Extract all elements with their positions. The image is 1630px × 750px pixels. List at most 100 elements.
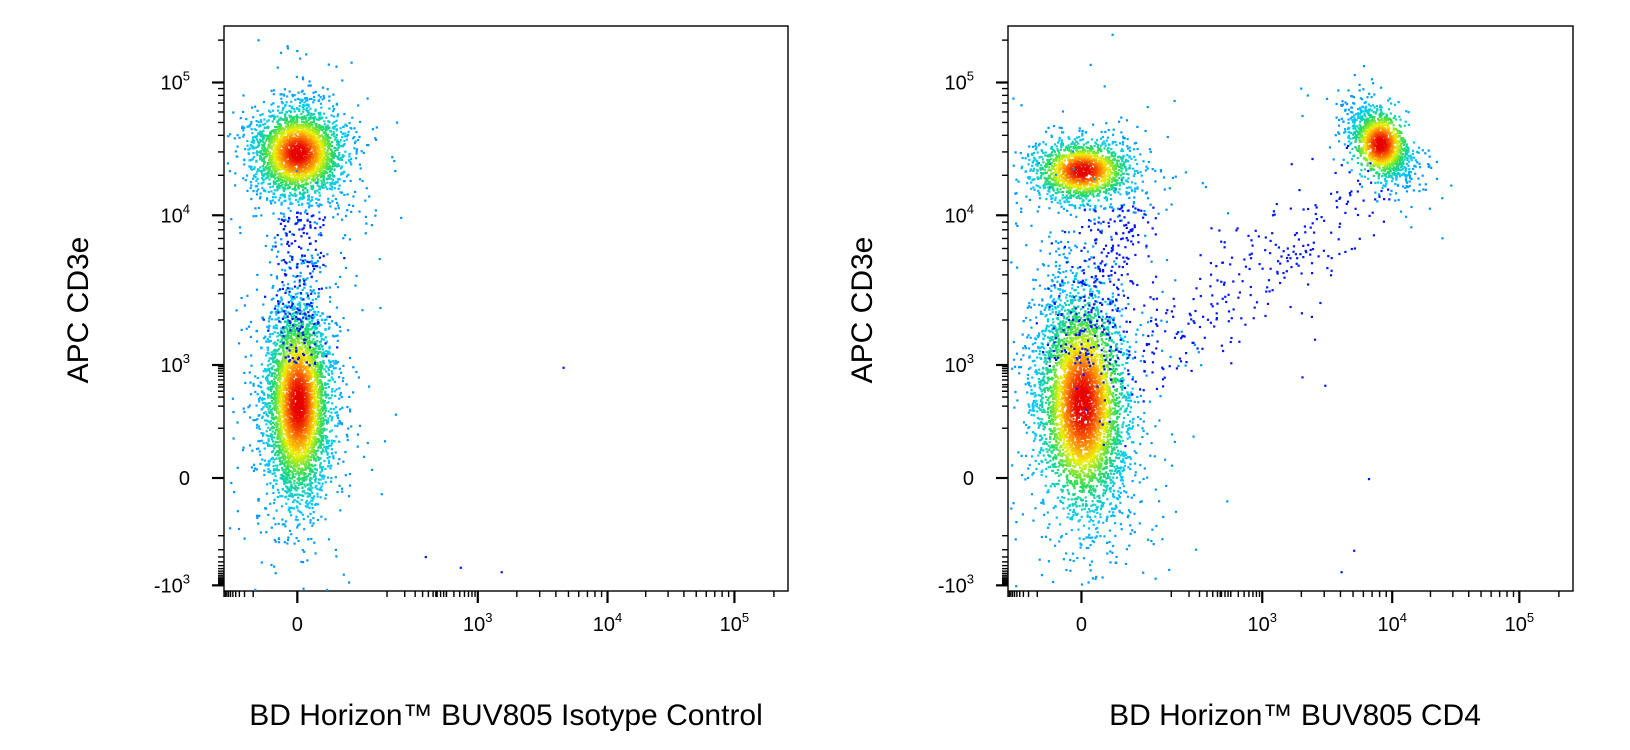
event-dot: [265, 172, 268, 175]
event-dot: [298, 481, 301, 484]
event-dot: [288, 172, 291, 175]
event-dot: [316, 137, 319, 140]
event-dot: [314, 552, 317, 555]
event-dot: [327, 200, 330, 203]
event-dot: [270, 103, 273, 106]
event-dot: [348, 395, 351, 398]
event-dot: [331, 372, 334, 375]
event-dot: [317, 311, 320, 314]
event-dot: [333, 187, 336, 190]
event-dot: [374, 209, 377, 212]
event-dot: [337, 155, 340, 159]
event-dot: [301, 481, 304, 484]
event-dot: [234, 184, 237, 187]
event-dot: [302, 490, 305, 493]
event-dot: [317, 178, 320, 181]
event-dot: [281, 186, 284, 189]
event-dot: [334, 282, 337, 285]
event-dot: [334, 146, 337, 150]
event-dot: [246, 189, 249, 192]
event-dot: [307, 467, 310, 470]
event-dot: [309, 476, 312, 479]
event-dot: [319, 152, 322, 155]
event-dot: [352, 137, 355, 140]
event-dot: [260, 382, 263, 385]
event-dot: [268, 109, 271, 112]
event-dot: [352, 204, 355, 207]
event-dot: [284, 168, 287, 171]
event-dot: [286, 327, 289, 330]
event-dot: [293, 130, 296, 133]
event-dot: [274, 474, 277, 478]
event-dot: [297, 116, 300, 119]
event-dot: [297, 185, 300, 188]
event-dot: [261, 165, 264, 168]
event-dot: [255, 329, 258, 332]
event-dot: [330, 442, 333, 445]
event-dot: [318, 478, 321, 481]
event-dot: [315, 197, 318, 200]
event-dot: [268, 172, 271, 175]
event-dot: [330, 477, 333, 480]
event-dot: [318, 143, 322, 146]
event-dot: [321, 86, 325, 89]
event-dot: [295, 117, 298, 120]
event-dot: [331, 122, 334, 125]
event-dot: [340, 173, 343, 176]
event-dot: [280, 97, 283, 100]
event-dot: [322, 420, 325, 423]
event-dot: [252, 141, 255, 144]
event-dot: [318, 368, 321, 371]
event-dot: [261, 415, 264, 418]
event-dot: [303, 101, 306, 104]
event-dot: [324, 265, 327, 268]
event-dot: [339, 127, 342, 130]
event-dot: [260, 363, 263, 366]
event-dot: [326, 588, 329, 591]
event-dot: [286, 343, 289, 346]
event-dot: [312, 101, 315, 104]
event-dot: [322, 148, 325, 151]
event-dot: [262, 129, 265, 132]
event-dot: [319, 161, 322, 164]
event-dot: [312, 173, 315, 177]
event-dot: [298, 108, 301, 111]
event-dot: [287, 171, 290, 174]
event-dot: [311, 136, 314, 139]
event-dot: [324, 497, 327, 500]
event-dot: [246, 174, 249, 177]
event-dot: [349, 356, 352, 359]
event-dot: [294, 518, 297, 521]
event-dot: [290, 483, 293, 487]
event-dot: [313, 326, 316, 329]
event-dot: [339, 139, 342, 142]
event-dot: [314, 117, 317, 120]
event-dot: [280, 452, 283, 455]
event-dot: [307, 461, 310, 464]
event-dot: [320, 135, 323, 138]
event-dot: [342, 180, 346, 183]
event-dot: [347, 495, 351, 498]
event-dot: [257, 169, 261, 172]
event-dot: [249, 381, 252, 384]
event-dot: [322, 94, 325, 98]
event-dot: [332, 108, 336, 111]
event-dot: [340, 396, 343, 399]
event-dot: [259, 151, 262, 154]
event-dot: [340, 165, 344, 168]
event-dot: [330, 144, 334, 148]
event-dot: [270, 399, 273, 403]
event-dot: [286, 111, 289, 114]
event-dot: [353, 147, 356, 150]
event-dot: [275, 417, 278, 420]
event-dot: [300, 193, 303, 196]
event-dot: [264, 335, 267, 338]
event-dot: [332, 455, 335, 458]
event-dot: [275, 154, 278, 157]
event-dot: [289, 116, 292, 119]
event-dot: [318, 191, 321, 194]
event-dot: [296, 526, 299, 529]
event-dot: [260, 157, 263, 160]
event-dot: [266, 149, 270, 152]
event-dot: [259, 130, 262, 133]
